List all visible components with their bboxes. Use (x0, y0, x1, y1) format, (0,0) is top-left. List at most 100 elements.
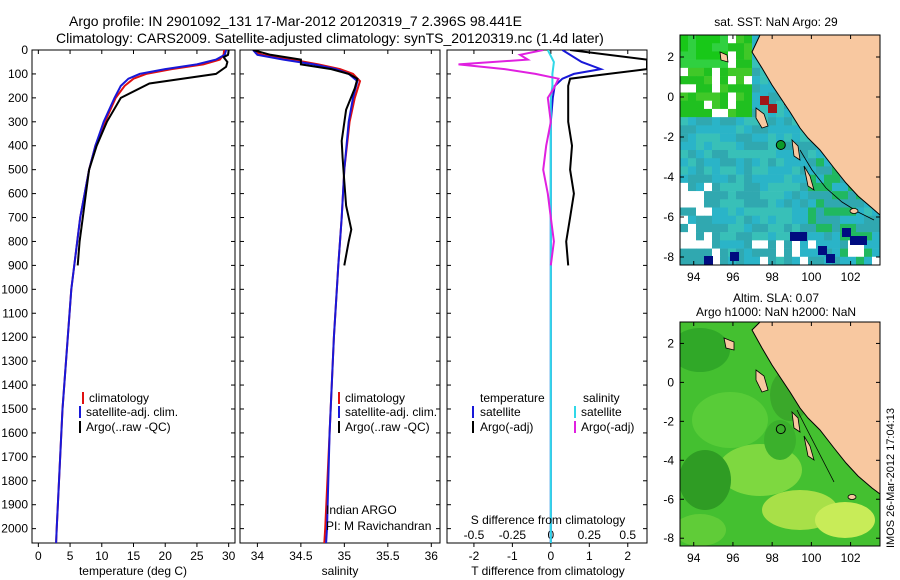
sst-cell (720, 232, 729, 241)
sst-cell (712, 100, 721, 110)
sst-cell (736, 158, 745, 167)
sst-cell (760, 240, 769, 249)
sst-cell (752, 117, 761, 126)
sst-cell (824, 199, 833, 208)
sst-cell (784, 215, 793, 225)
sst-cell (864, 223, 873, 233)
series-satellite-adj-clim- (252, 50, 359, 543)
sst-cell (776, 174, 785, 184)
sst-cell (704, 223, 713, 233)
sst-cell (840, 191, 849, 200)
sst-cell (680, 240, 689, 249)
sst-cell (800, 207, 809, 217)
sst-cell-extreme (730, 252, 739, 261)
sst-cell (760, 191, 769, 200)
sst-cell (776, 223, 785, 233)
sst-cell (864, 207, 873, 217)
sst-cell (704, 67, 713, 77)
sst-cell (744, 108, 753, 118)
sst-cell (752, 125, 761, 134)
sst-cell (696, 223, 705, 233)
sst-cell (712, 174, 721, 184)
sst-cell (728, 92, 737, 102)
sst-cell (736, 51, 745, 60)
sst-cell (792, 191, 801, 200)
sst-cell (696, 43, 705, 52)
argo-float-marker (775, 140, 786, 150)
sst-cell (680, 51, 689, 60)
depth-tick-label: 1300 (1, 354, 28, 368)
sst-cell (808, 256, 817, 265)
sst-cell (744, 125, 753, 134)
sst-cell (872, 215, 880, 225)
x-tick-label: 2 (624, 549, 631, 563)
sst-cell (816, 191, 825, 200)
sst-cell (704, 125, 713, 134)
sst-cell (768, 117, 777, 126)
sst-cell (760, 232, 769, 241)
sst-cell (808, 174, 817, 184)
sst-cell (760, 182, 769, 192)
lat-tick-label: -8 (663, 250, 674, 264)
sst-cell (744, 84, 753, 93)
sst-cell (728, 100, 737, 110)
sst-cell (760, 141, 769, 151)
sst-cell (720, 92, 729, 102)
sst-cell (832, 182, 841, 192)
sst-cell (848, 256, 857, 265)
salinity-series (252, 50, 362, 543)
depth-tick-label: 700 (8, 211, 28, 225)
sst-cell (832, 256, 841, 265)
top-tick-label: 0.5 (619, 528, 636, 542)
sst-cell (736, 84, 745, 93)
sst-cell (856, 256, 865, 265)
sst-cell (696, 248, 705, 258)
depth-tick-label: 1500 (1, 402, 28, 416)
sst-cell (712, 43, 721, 52)
sst-cell (720, 35, 729, 44)
header-line1: Argo profile: IN 2901092_131 17-Mar-2012… (69, 13, 522, 29)
series-climatology (55, 50, 226, 543)
sst-cell (704, 207, 713, 217)
sst-cell (688, 51, 697, 60)
sst-cell (688, 59, 697, 69)
sst-cell (784, 199, 793, 208)
sla-map-title-line1: Altim. SLA: 0.07 (733, 291, 819, 305)
sst-cell (768, 92, 777, 102)
sst-cell (784, 158, 793, 167)
sla-map-title-line2: Argo h1000: NaN h2000: NaN (696, 305, 856, 319)
sst-cell (776, 215, 785, 225)
sst-cell (728, 35, 737, 44)
sst-cell (696, 108, 705, 118)
sst-cell (744, 51, 753, 60)
sst-cell (680, 158, 689, 167)
sst-cell (712, 117, 721, 126)
sst-cell (712, 59, 721, 69)
sst-cell (768, 240, 777, 249)
sst-cell (736, 150, 745, 159)
sst-cell (776, 108, 785, 118)
sst-cell (752, 76, 761, 85)
sst-cell (776, 248, 785, 258)
sst-cell (704, 158, 713, 167)
sst-cell (712, 256, 721, 265)
sst-cell (728, 43, 737, 52)
sst-cell (688, 67, 697, 77)
sst-cell (784, 174, 793, 184)
sst-cell (712, 125, 721, 134)
sst-cell (752, 141, 761, 151)
sst-cell (768, 207, 777, 217)
sst-cell (728, 84, 737, 93)
depth-tick-label: 600 (8, 187, 28, 201)
difference-xlabel: T difference from climatology (471, 564, 625, 578)
sst-cell (736, 133, 745, 143)
sst-cell (800, 191, 809, 200)
sst-cell (792, 174, 801, 184)
sst-cell (688, 76, 697, 85)
sst-cell (680, 207, 689, 217)
sla-map-frame (679, 321, 881, 547)
depth-tick-label: 300 (8, 115, 28, 129)
island-siberut-sla (791, 410, 801, 433)
sst-cell (720, 150, 729, 159)
x-tick-label: 0 (548, 549, 555, 563)
